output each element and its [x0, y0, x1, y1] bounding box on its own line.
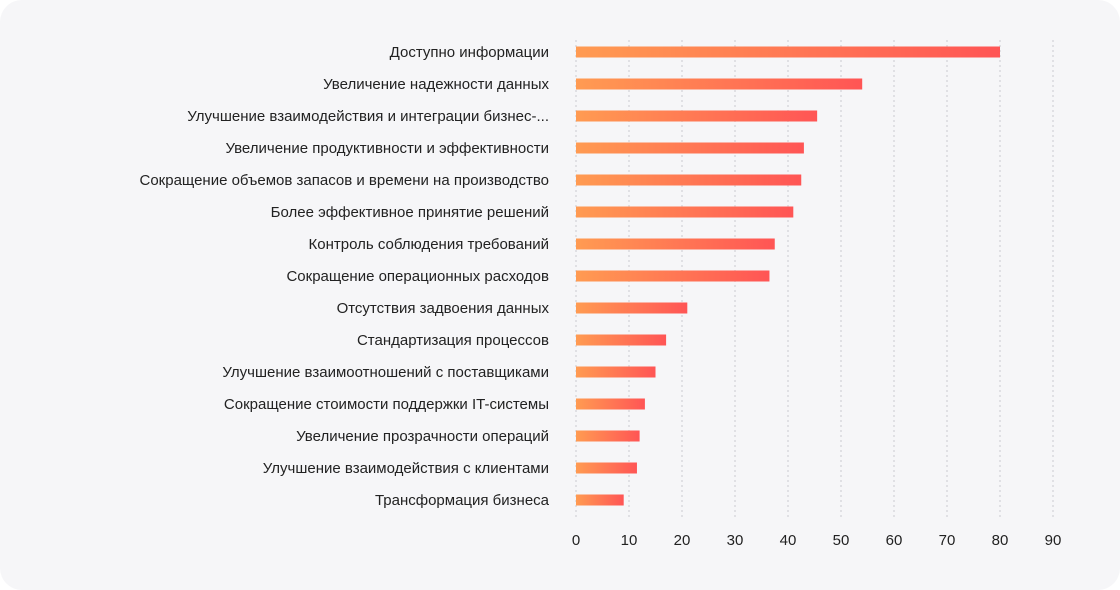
category-label: Сокращение объемов запасов и времени на …: [139, 172, 549, 189]
x-tick-label: 50: [833, 532, 850, 549]
bar: [576, 110, 818, 122]
category-label: Сокращение операционных расходов: [286, 268, 549, 285]
bar: [576, 366, 656, 378]
bar: [576, 46, 1000, 58]
x-tick-label: 90: [1045, 532, 1062, 549]
bar: [576, 206, 794, 218]
bar: [576, 78, 863, 90]
bar: [576, 302, 688, 314]
bars: [576, 46, 1000, 506]
category-label: Сокращение стоимости поддержки IT-систем…: [224, 396, 549, 413]
category-label: Увеличение прозрачности операций: [296, 428, 549, 445]
category-label: Доступно информации: [390, 44, 549, 61]
x-tick-label: 0: [572, 532, 580, 549]
bar: [576, 174, 802, 186]
bar: [576, 270, 770, 282]
bar: [576, 430, 640, 442]
x-axis-tick-labels: 0 10 20 30 40 50 60 70 80 90: [572, 532, 1062, 549]
category-label: Улучшение взаимоотношений с поставщиками: [222, 364, 549, 381]
x-tick-label: 10: [621, 532, 638, 549]
category-label: Улучшение взаимодействия с клиентами: [263, 460, 549, 477]
category-label: Увеличение надежности данных: [323, 76, 549, 93]
bar: [576, 238, 775, 250]
category-label: Контроль соблюдения требований: [309, 236, 549, 253]
bar: [576, 142, 804, 154]
x-tick-label: 30: [727, 532, 744, 549]
bar: [576, 398, 645, 410]
x-tick-label: 80: [992, 532, 1009, 549]
x-tick-label: 70: [939, 532, 956, 549]
category-label: Трансформация бизнеса: [375, 492, 550, 509]
x-tick-label: 40: [780, 532, 797, 549]
category-label: Отсутствия задвоения данных: [337, 300, 550, 317]
bar: [576, 334, 667, 346]
category-label: Стандартизация процессов: [357, 332, 549, 349]
bar: [576, 494, 624, 506]
category-label: Увеличение продуктивности и эффективност…: [225, 140, 549, 157]
category-label: Улучшение взаимодействия и интеграции би…: [187, 108, 549, 125]
category-labels: Доступно информации Увеличение надежности…: [139, 44, 549, 509]
bar: [576, 462, 637, 474]
x-tick-label: 60: [886, 532, 903, 549]
x-tick-label: 20: [674, 532, 691, 549]
category-label: Более эффективное принятие решений: [271, 204, 549, 221]
